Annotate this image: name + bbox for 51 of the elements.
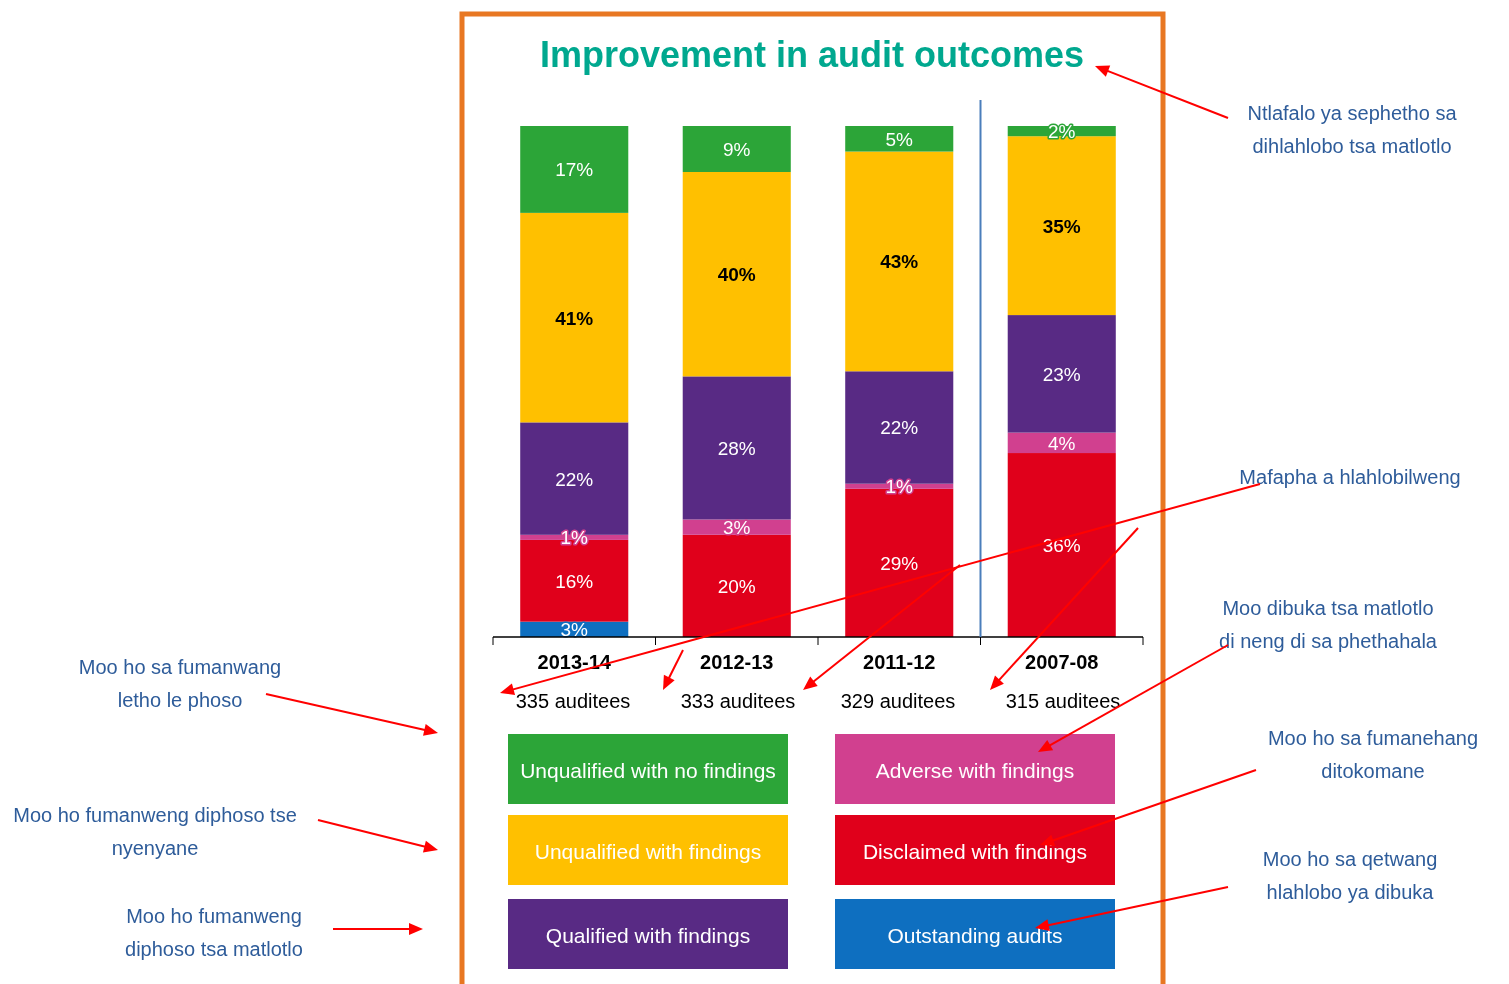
data-label: 40%	[717, 264, 756, 286]
text: Adverse with findings	[875, 759, 1075, 782]
data-label: 22%	[880, 417, 919, 439]
text: Moo ho sa qetwang hlahlobo ya dibuka	[1262, 848, 1438, 903]
data-label: 23%	[1042, 363, 1081, 385]
data-label: 4%	[1048, 432, 1076, 454]
text: Ntlafalo ya sephetho sa dihlahlobo tsa matlotlo	[1247, 102, 1458, 157]
text: Disclaimed with findings	[862, 840, 1088, 863]
bar	[682, 534, 791, 637]
bar	[682, 171, 791, 377]
data-label: 3%	[723, 517, 751, 539]
data-label: 22%	[555, 468, 594, 490]
text: Moo ho sa fumanwang letho le phoso	[78, 656, 282, 711]
bar	[682, 126, 791, 172]
x-tick-label: 2007-08	[1025, 651, 1099, 673]
text: Moo ho fumanweng diphoso tse nyenyane	[13, 804, 297, 859]
bar	[520, 212, 629, 423]
data-label: 43%	[880, 251, 919, 273]
data-label: 29%	[880, 552, 919, 574]
text: Unqualified with findings	[534, 840, 762, 863]
text: 335 auditees	[515, 690, 631, 712]
x-tick-label: 2012-13	[700, 651, 774, 673]
bar	[682, 376, 791, 520]
data-label: 41%	[555, 307, 594, 329]
text: 333 auditees	[680, 690, 796, 712]
text: Unqualified with no findings	[520, 759, 776, 782]
bar	[520, 126, 629, 213]
text: Moo ho sa fumanehang ditokomane	[1267, 727, 1479, 782]
data-label: 3%	[560, 619, 589, 641]
text: Qualified with findings	[545, 924, 751, 947]
data-label: 28%	[717, 437, 756, 459]
data-label: 9%	[723, 138, 751, 160]
bar	[1007, 315, 1116, 433]
data-label: 35%	[1042, 215, 1081, 237]
bar	[845, 126, 954, 152]
text: Mafapha a hlahlobilweng	[1239, 466, 1461, 488]
data-label: 36%	[1042, 535, 1081, 557]
data-label: 16%	[555, 570, 594, 592]
bar	[1007, 136, 1116, 316]
data-label: 20%	[717, 575, 756, 597]
text: 329 auditees	[840, 690, 956, 712]
data-label: 5%	[885, 128, 914, 150]
text: 315 auditees	[1005, 690, 1121, 712]
text: Outstanding audits	[887, 924, 1063, 947]
text: Moo ho fumanweng diphoso tsa matlotlo	[125, 905, 303, 960]
x-tick-label: 2013-14	[537, 651, 612, 673]
data-label: 17%	[555, 159, 594, 181]
chart-title: Improvement in audit outcomes	[539, 34, 1085, 75]
bar	[1007, 453, 1116, 637]
bar	[845, 151, 954, 372]
x-tick-label: 2011-12	[863, 651, 936, 673]
